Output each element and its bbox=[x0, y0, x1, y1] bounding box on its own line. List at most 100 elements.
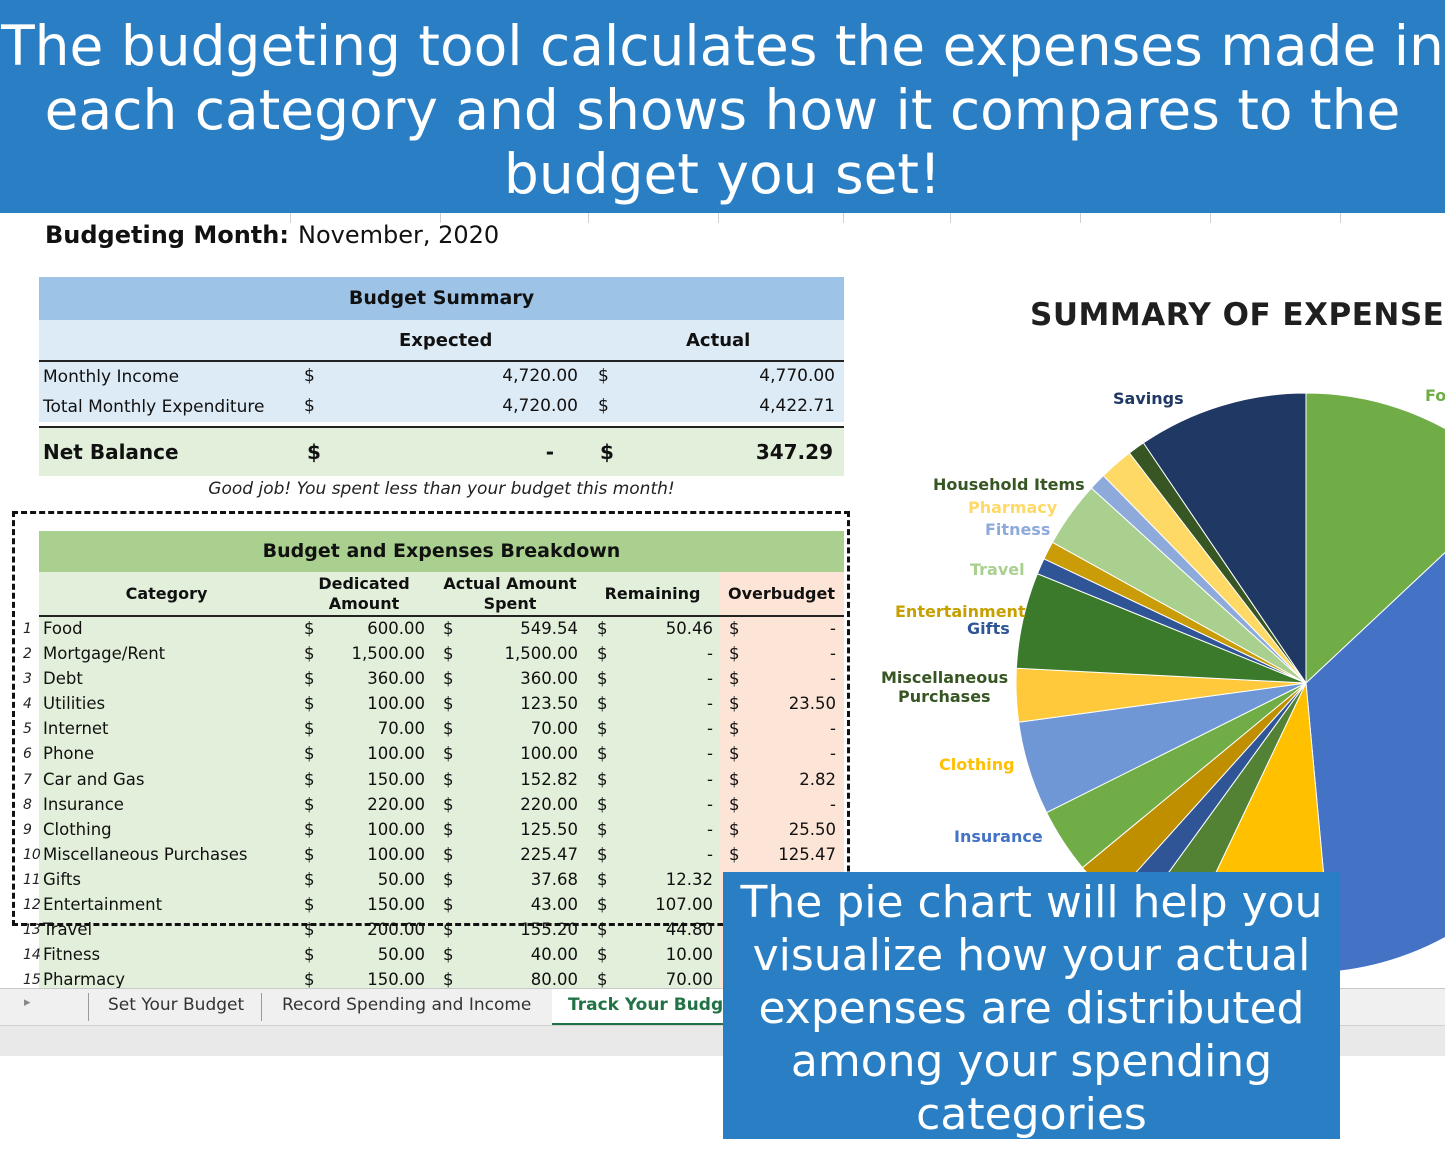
currency-symbol: $ bbox=[597, 719, 608, 739]
actual-amount: 220.00 bbox=[520, 794, 578, 814]
remaining-amount: - bbox=[707, 819, 713, 839]
table-row[interactable]: 8 Insurance $220.00 $220.00 $ - $ - bbox=[23, 792, 844, 818]
tab-set-your-budget[interactable]: Set Your Budget bbox=[108, 995, 245, 1015]
table-row[interactable]: 5 Internet $70.00 $70.00 $ - $ - bbox=[23, 717, 844, 743]
currency-symbol: $ bbox=[597, 945, 608, 965]
pie-slice[interactable] bbox=[1305, 485, 1445, 973]
dedicated-amount: 70.00 bbox=[377, 719, 425, 739]
row-label: Monthly Income bbox=[43, 367, 180, 387]
table-row[interactable]: 6 Phone $100.00 $100.00 $ - $ - bbox=[23, 742, 844, 768]
currency-symbol: $ bbox=[729, 794, 740, 814]
row-number: 8 bbox=[23, 796, 32, 813]
currency-symbol: $ bbox=[304, 769, 315, 789]
currency-symbol: $ bbox=[304, 744, 315, 764]
tab-record-spending[interactable]: Record Spending and Income bbox=[282, 995, 532, 1015]
pie-slice[interactable] bbox=[1305, 392, 1445, 685]
row-number: 14 bbox=[23, 947, 41, 964]
tab-track-your-budget[interactable]: Track Your Budget bbox=[552, 989, 744, 1026]
breakdown-title: Budget and Expenses Breakdown bbox=[39, 531, 844, 572]
currency-symbol: $ bbox=[443, 895, 454, 915]
actual-value: 4,422.71 bbox=[759, 396, 835, 416]
net-actual-value: 347.29 bbox=[755, 440, 833, 464]
overbudget-amount: - bbox=[830, 719, 836, 739]
actual-amount: 152.82 bbox=[520, 769, 578, 789]
summary-row-net-balance[interactable]: Net Balance $ - $ 347.29 bbox=[39, 426, 844, 476]
currency-symbol: $ bbox=[597, 895, 608, 915]
overbudget-amount: 23.50 bbox=[788, 694, 836, 714]
table-row[interactable]: 2 Mortgage/Rent $1,500.00 $1,500.00 $ - $ - bbox=[23, 642, 844, 668]
table-row[interactable]: 3 Debt $360.00 $360.00 $ - $ - bbox=[23, 667, 844, 693]
pie-label: Entertainment bbox=[895, 602, 1026, 621]
currency-symbol: $ bbox=[443, 794, 454, 814]
currency-symbol: $ bbox=[597, 619, 608, 638]
currency-symbol: $ bbox=[729, 644, 740, 664]
currency-symbol: $ bbox=[307, 440, 321, 464]
currency-symbol: $ bbox=[729, 694, 740, 714]
budget-month-value[interactable]: November, 2020 bbox=[298, 221, 500, 249]
budget-status-message: Good job! You spent less than your budge… bbox=[208, 479, 675, 499]
table-row[interactable]: 12 Entertainment $150.00 $43.00 $107.00 bbox=[23, 893, 844, 919]
currency-symbol: $ bbox=[443, 619, 454, 638]
table-row[interactable]: 1 Food $600.00 $549.54 $50.46 $ - bbox=[23, 617, 844, 643]
currency-symbol: $ bbox=[729, 669, 740, 689]
pie-label: Household Items bbox=[933, 475, 1085, 494]
currency-symbol: $ bbox=[304, 895, 315, 915]
category-name: Internet bbox=[43, 719, 109, 739]
budget-summary-title: Budget Summary bbox=[39, 277, 844, 320]
pie-label: Travel bbox=[970, 560, 1025, 579]
banner-line: each category and shows how it compares … bbox=[44, 78, 1401, 142]
dedicated-amount: 150.00 bbox=[367, 769, 425, 789]
row-number: 7 bbox=[23, 771, 32, 788]
overbudget-amount: - bbox=[830, 644, 836, 664]
currency-symbol: $ bbox=[729, 844, 740, 864]
currency-symbol: $ bbox=[597, 970, 608, 990]
actual-amount: 40.00 bbox=[530, 945, 578, 965]
row-number: 3 bbox=[23, 671, 32, 688]
currency-symbol: $ bbox=[443, 744, 454, 764]
category-name: Pharmacy bbox=[43, 970, 126, 990]
currency-symbol: $ bbox=[304, 669, 315, 689]
remaining-amount: - bbox=[707, 669, 713, 689]
summary-row-expenditure[interactable]: Total Monthly Expenditure $ 4,720.00 $ 4… bbox=[39, 392, 844, 422]
currency-symbol: $ bbox=[597, 819, 608, 839]
pie-label: Clothing bbox=[939, 755, 1015, 774]
currency-symbol: $ bbox=[597, 794, 608, 814]
dedicated-amount: 150.00 bbox=[367, 895, 425, 915]
category-name: Entertainment bbox=[43, 895, 163, 915]
pie-label: Pharmacy bbox=[968, 498, 1058, 517]
row-number: 5 bbox=[23, 721, 32, 738]
actual-amount: 100.00 bbox=[520, 744, 578, 764]
currency-symbol: $ bbox=[304, 619, 315, 638]
currency-symbol: $ bbox=[304, 970, 315, 990]
currency-symbol: $ bbox=[304, 366, 315, 386]
summary-row-income[interactable]: Monthly Income $ 4,720.00 $ 4,770.00 bbox=[39, 362, 844, 392]
currency-symbol: $ bbox=[304, 945, 315, 965]
currency-symbol: $ bbox=[443, 869, 454, 889]
dedicated-amount: 100.00 bbox=[367, 744, 425, 764]
dedicated-amount: 100.00 bbox=[367, 819, 425, 839]
table-row[interactable]: 10 Miscellaneous Purchases $100.00 $225.47 $… bbox=[23, 842, 844, 868]
pie-slice[interactable] bbox=[1142, 392, 1307, 685]
row-number: 13 bbox=[23, 922, 41, 939]
actual-value: 4,770.00 bbox=[759, 366, 835, 386]
remaining-amount: - bbox=[707, 694, 713, 714]
pie-chart-callout: The pie chart will help you visualize ho… bbox=[723, 872, 1340, 1140]
expected-value: 4,720.00 bbox=[502, 396, 578, 416]
table-row[interactable]: 7 Car and Gas $150.00 $152.82 $ - $2.82 bbox=[23, 767, 844, 793]
table-row[interactable]: 4 Utilities $100.00 $123.50 $ - $23.50 bbox=[23, 692, 844, 718]
pie-label: Miscellaneous bbox=[881, 668, 1009, 687]
category-name: Utilities bbox=[43, 694, 106, 714]
currency-symbol: $ bbox=[597, 694, 608, 714]
net-balance-label: Net Balance bbox=[43, 440, 179, 464]
pie-label: Insurance bbox=[954, 827, 1043, 846]
remaining-amount: 10.00 bbox=[665, 945, 713, 965]
col-category: Category bbox=[125, 584, 208, 603]
row-number: 4 bbox=[23, 696, 32, 713]
row-number: 15 bbox=[23, 972, 41, 989]
scroll-tabs-icon[interactable]: ▸ bbox=[24, 995, 31, 1010]
remaining-amount: - bbox=[707, 844, 713, 864]
table-row[interactable]: 9 Clothing $100.00 $125.50 $ - $25.50 bbox=[23, 817, 844, 843]
row-number: 1 bbox=[23, 621, 32, 637]
actual-amount: 1,500.00 bbox=[504, 644, 578, 664]
banner-line: budget you set! bbox=[503, 142, 942, 206]
